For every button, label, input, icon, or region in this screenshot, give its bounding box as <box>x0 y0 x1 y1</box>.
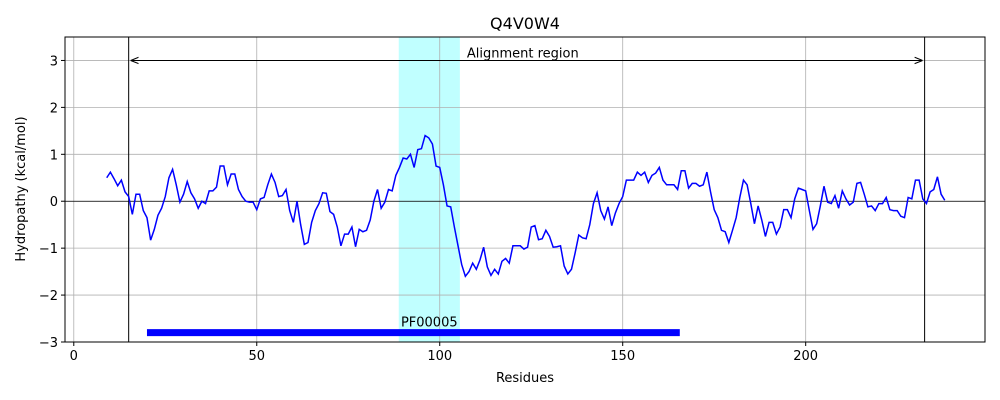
y-axis-label: Hydropathy (kcal/mol) <box>14 116 29 261</box>
highlight-span <box>398 37 460 342</box>
x-tick-label: 50 <box>248 349 265 364</box>
x-tick-label: 0 <box>70 349 78 364</box>
domain-label: PF00005 <box>401 316 458 331</box>
y-tick-label: 3 <box>50 54 58 69</box>
y-tick-label: 1 <box>50 148 58 163</box>
y-tick-label: 0 <box>50 195 58 210</box>
plot-frame <box>64 36 986 343</box>
x-axis-label: Residues <box>496 371 554 386</box>
y-tick-label: −1 <box>39 242 58 257</box>
x-tick-label: 100 <box>427 349 452 364</box>
chart-title: Q4V0W4 <box>490 14 560 33</box>
x-tick-label: 150 <box>610 349 635 364</box>
y-tick-label: −2 <box>39 289 58 304</box>
region-label: Alignment region <box>467 46 579 61</box>
y-tick-label: 2 <box>50 101 58 116</box>
hydropathy-line <box>106 134 946 278</box>
y-tick-label: −3 <box>39 336 58 351</box>
x-tick-label: 200 <box>793 349 818 364</box>
